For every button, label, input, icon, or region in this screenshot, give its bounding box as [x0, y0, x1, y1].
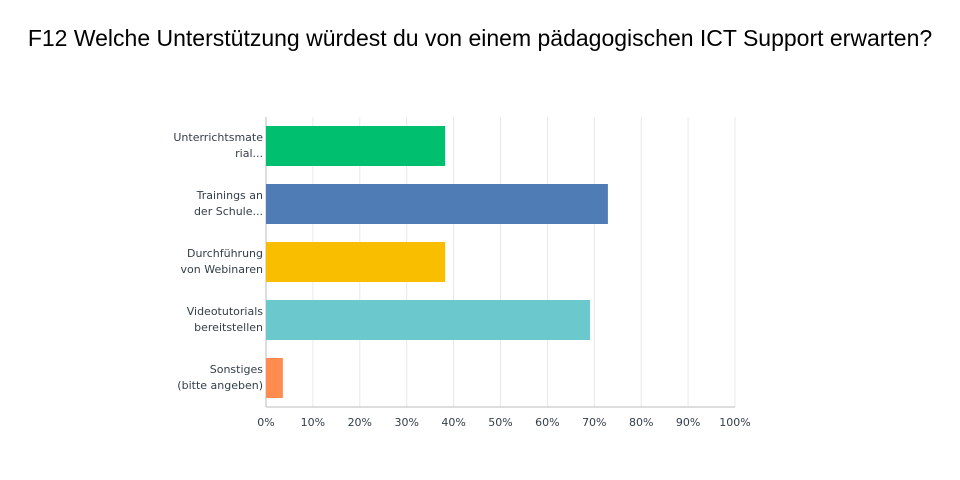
y-tick-label: Durchführung [187, 247, 263, 260]
x-tick-label: 50% [488, 416, 512, 429]
y-tick-label: (bitte angeben) [177, 379, 263, 392]
x-tick-label: 60% [535, 416, 559, 429]
y-tick-label: rial... [235, 147, 263, 160]
x-tick-label: 10% [301, 416, 325, 429]
x-tick-label: 80% [629, 416, 653, 429]
x-tick-label: 30% [394, 416, 418, 429]
chart-title: F12 Welche Unterstützung würdest du von … [28, 25, 932, 51]
y-tick-label: Trainings an [196, 189, 263, 202]
x-tick-label: 40% [441, 416, 465, 429]
x-tick-label: 100% [719, 416, 750, 429]
x-tick-label: 70% [582, 416, 606, 429]
y-tick-label: Unterrichtsmate [173, 131, 263, 144]
bar [266, 126, 446, 166]
bar [266, 242, 446, 282]
x-tick-label: 0% [257, 416, 274, 429]
bar [266, 300, 591, 340]
y-tick-label: der Schule... [194, 205, 263, 218]
y-tick-label: bereitstellen [194, 321, 263, 334]
bar [266, 184, 608, 224]
bar [266, 358, 283, 398]
y-tick-label: Sonstiges [210, 363, 264, 376]
x-tick-label: 90% [676, 416, 700, 429]
y-tick-label: Videotutorials [187, 305, 264, 318]
y-tick-label: von Webinaren [181, 263, 264, 276]
x-tick-label: 20% [348, 416, 372, 429]
